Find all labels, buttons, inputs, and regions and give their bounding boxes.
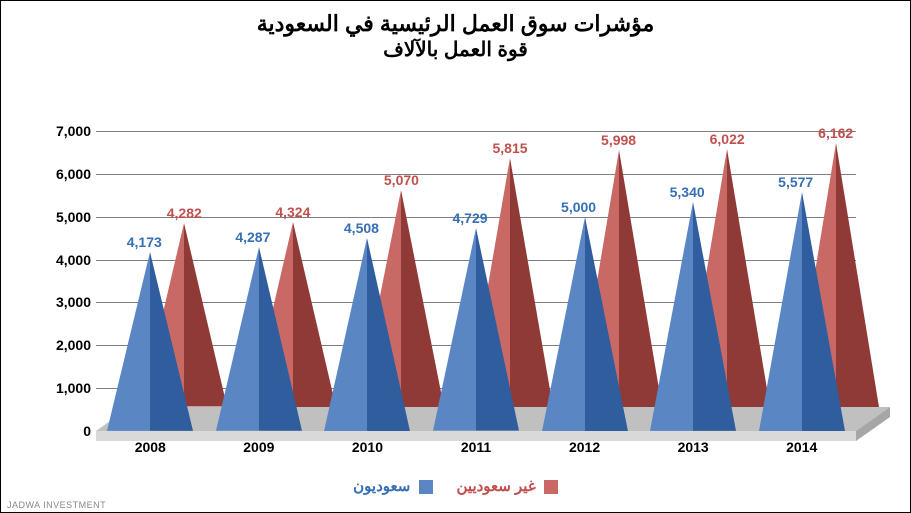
x-axis-label: 2012 bbox=[531, 439, 639, 455]
data-label: 4,729 bbox=[452, 210, 487, 226]
y-axis-label: 6,000 bbox=[23, 166, 91, 182]
pyramid-bar bbox=[759, 192, 845, 431]
data-label: 5,340 bbox=[670, 184, 705, 200]
data-label: 4,282 bbox=[167, 205, 202, 221]
x-axis-label: 2008 bbox=[96, 439, 204, 455]
y-axis-label: 7,000 bbox=[23, 123, 91, 139]
y-axis-label: 0 bbox=[23, 423, 91, 439]
chart-title: مؤشرات سوق العمل الرئيسية في السعودية bbox=[1, 11, 910, 37]
y-axis-label: 3,000 bbox=[23, 294, 91, 310]
y-axis-label: 2,000 bbox=[23, 337, 91, 353]
chart-container: مؤشرات سوق العمل الرئيسية في السعودية قو… bbox=[0, 0, 911, 513]
data-label: 5,998 bbox=[601, 132, 636, 148]
y-axis-label: 5,000 bbox=[23, 209, 91, 225]
legend-item: سعوديون bbox=[353, 477, 432, 495]
x-axis-label: 2010 bbox=[313, 439, 421, 455]
data-label: 6,162 bbox=[818, 125, 853, 141]
data-label: 4,508 bbox=[344, 220, 379, 236]
pyramid-bar bbox=[216, 247, 302, 431]
legend: سعوديون غير سعوديين bbox=[1, 477, 910, 496]
plot-area: 4,282 4,173 4,324 4,287 5,070 4,508 5,815 4,729… bbox=[96, 131, 856, 431]
legend-swatch bbox=[544, 480, 558, 494]
data-label: 4,173 bbox=[127, 234, 162, 250]
y-axis-label: 1,000 bbox=[23, 380, 91, 396]
x-axis-label: 2011 bbox=[422, 439, 530, 455]
data-label: 5,577 bbox=[778, 174, 813, 190]
y-axis-label: 4,000 bbox=[23, 252, 91, 268]
x-axis-label: 2013 bbox=[639, 439, 747, 455]
x-axis-label: 2014 bbox=[748, 439, 856, 455]
chart-subtitle: قوة العمل بالآلاف bbox=[1, 37, 910, 62]
pyramid-bar bbox=[433, 228, 519, 431]
data-label: 5,000 bbox=[561, 199, 596, 215]
legend-swatch bbox=[419, 480, 433, 494]
pyramid-bar bbox=[107, 252, 193, 431]
legend-item: غير سعوديين bbox=[457, 477, 558, 495]
data-label: 6,022 bbox=[710, 131, 745, 147]
chart-titles: مؤشرات سوق العمل الرئيسية في السعودية قو… bbox=[1, 11, 910, 62]
pyramid-bar bbox=[324, 238, 410, 431]
data-label: 4,324 bbox=[275, 204, 310, 220]
pyramid-bar bbox=[542, 217, 628, 431]
data-label: 5,815 bbox=[492, 140, 527, 156]
pyramid-bar bbox=[650, 202, 736, 431]
data-label: 4,287 bbox=[235, 229, 270, 245]
data-label: 5,070 bbox=[384, 172, 419, 188]
x-axis-label: 2009 bbox=[205, 439, 313, 455]
watermark: JADWA INVESTMENT bbox=[7, 500, 106, 510]
